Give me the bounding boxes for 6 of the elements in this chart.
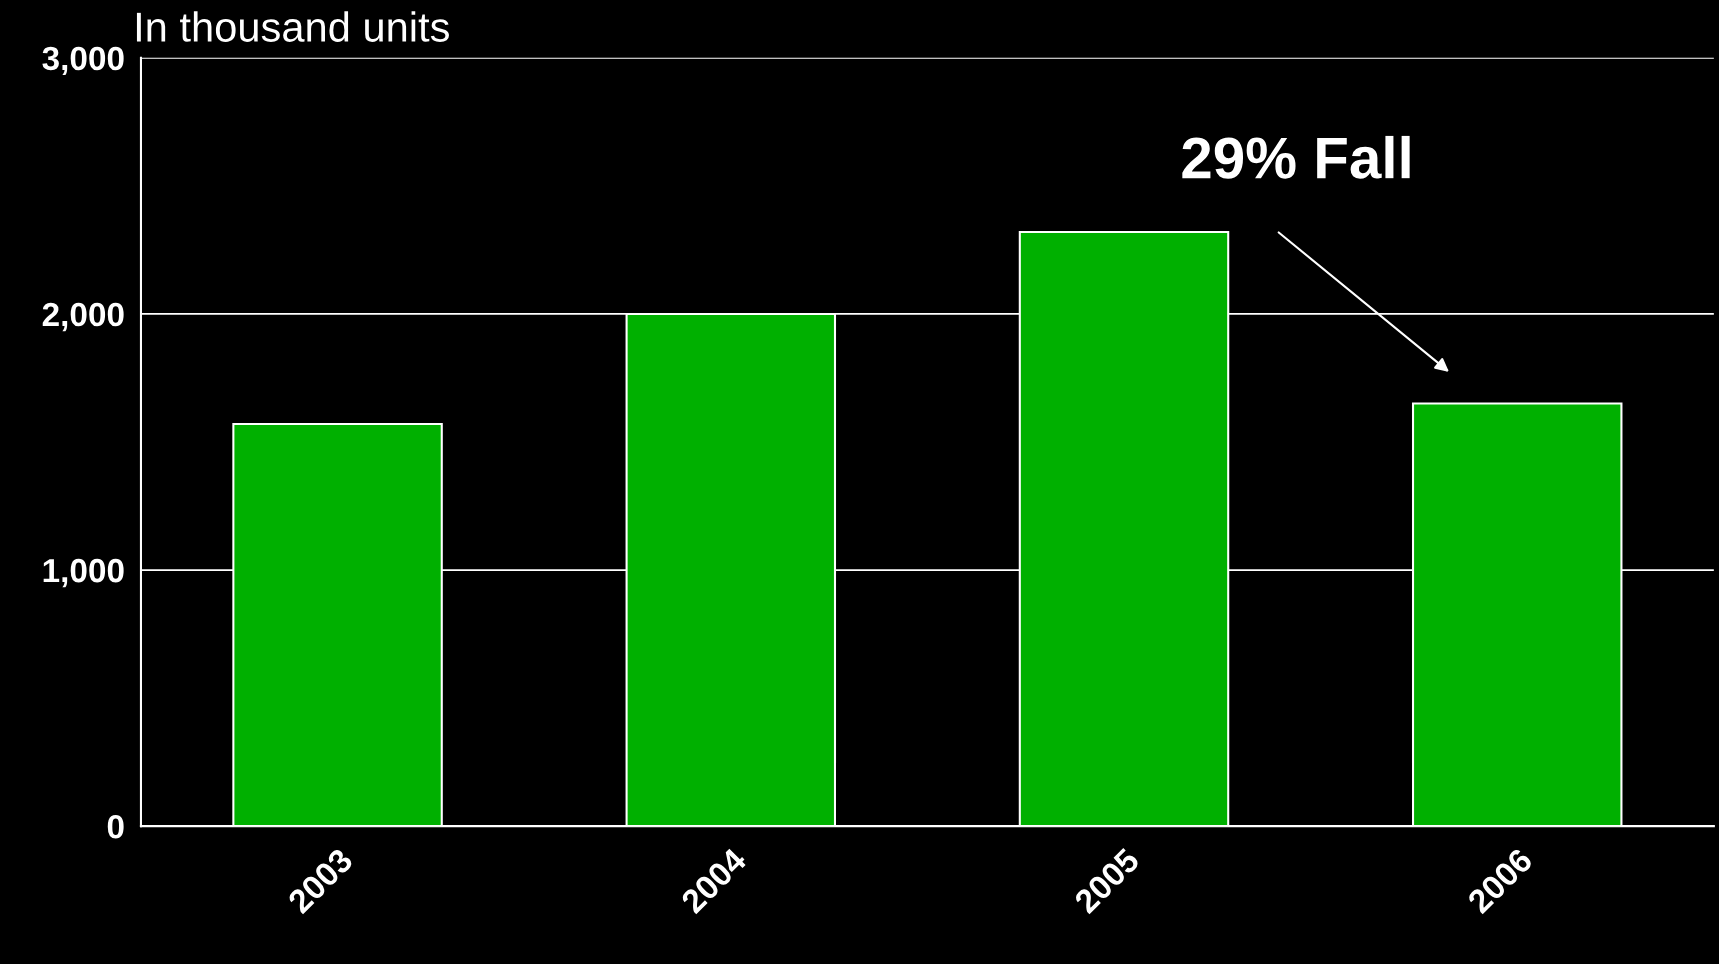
annotation: 29% Fall xyxy=(1182,135,1410,179)
y-tick-label: 0 xyxy=(107,814,124,839)
y-tick-label: 1,000 xyxy=(43,558,124,588)
y-axis-title: In thousand units xyxy=(136,11,449,42)
y-tick-label: 2,000 xyxy=(42,302,124,332)
y-tick-label: 3,000 xyxy=(42,46,124,76)
